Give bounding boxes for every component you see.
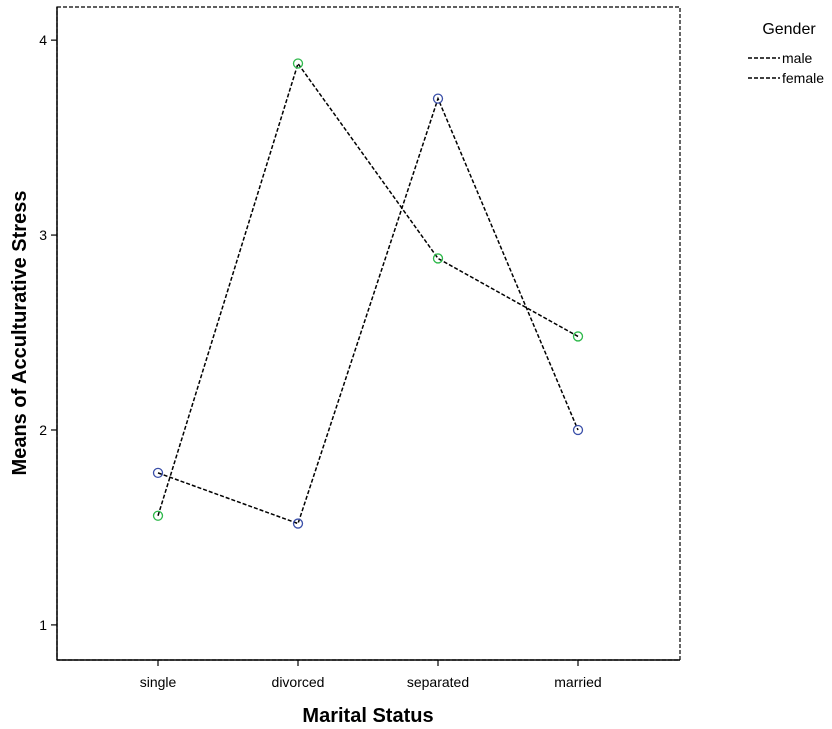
x-ticks: single divorced separated married [140, 660, 602, 690]
legend: Gender male female [748, 21, 824, 86]
x-tick-label: separated [407, 674, 469, 690]
y-axis-title: Means of Acculturative Stress [9, 191, 31, 476]
y-ticks: 1 2 3 4 [39, 32, 57, 633]
data-point-female [152, 510, 164, 521]
data-point-male [572, 424, 584, 436]
legend-items: male female [748, 50, 824, 86]
series-line-female [157, 61, 579, 516]
plot-frame [56, 6, 681, 661]
x-axis-title: Marital Status [302, 705, 433, 727]
legend-title: Gender [762, 21, 816, 38]
y-tick-label: 2 [39, 422, 47, 438]
y-tick-label: 3 [39, 227, 47, 243]
data-point-female [432, 253, 444, 264]
data-point-male [432, 93, 444, 104]
data-point-male [152, 467, 164, 479]
data-point-female [572, 331, 584, 342]
x-tick-label: divorced [272, 674, 325, 690]
legend-label-female: female [782, 70, 824, 86]
x-tick-label: single [140, 674, 177, 690]
y-tick-label: 1 [39, 617, 47, 633]
series-line-male [157, 96, 579, 525]
data-point-male [292, 518, 304, 529]
series-layer [152, 58, 584, 529]
x-tick-label: married [554, 674, 601, 690]
y-tick-label: 4 [39, 32, 47, 48]
data-point-female [292, 58, 304, 69]
legend-label-male: male [782, 50, 813, 66]
